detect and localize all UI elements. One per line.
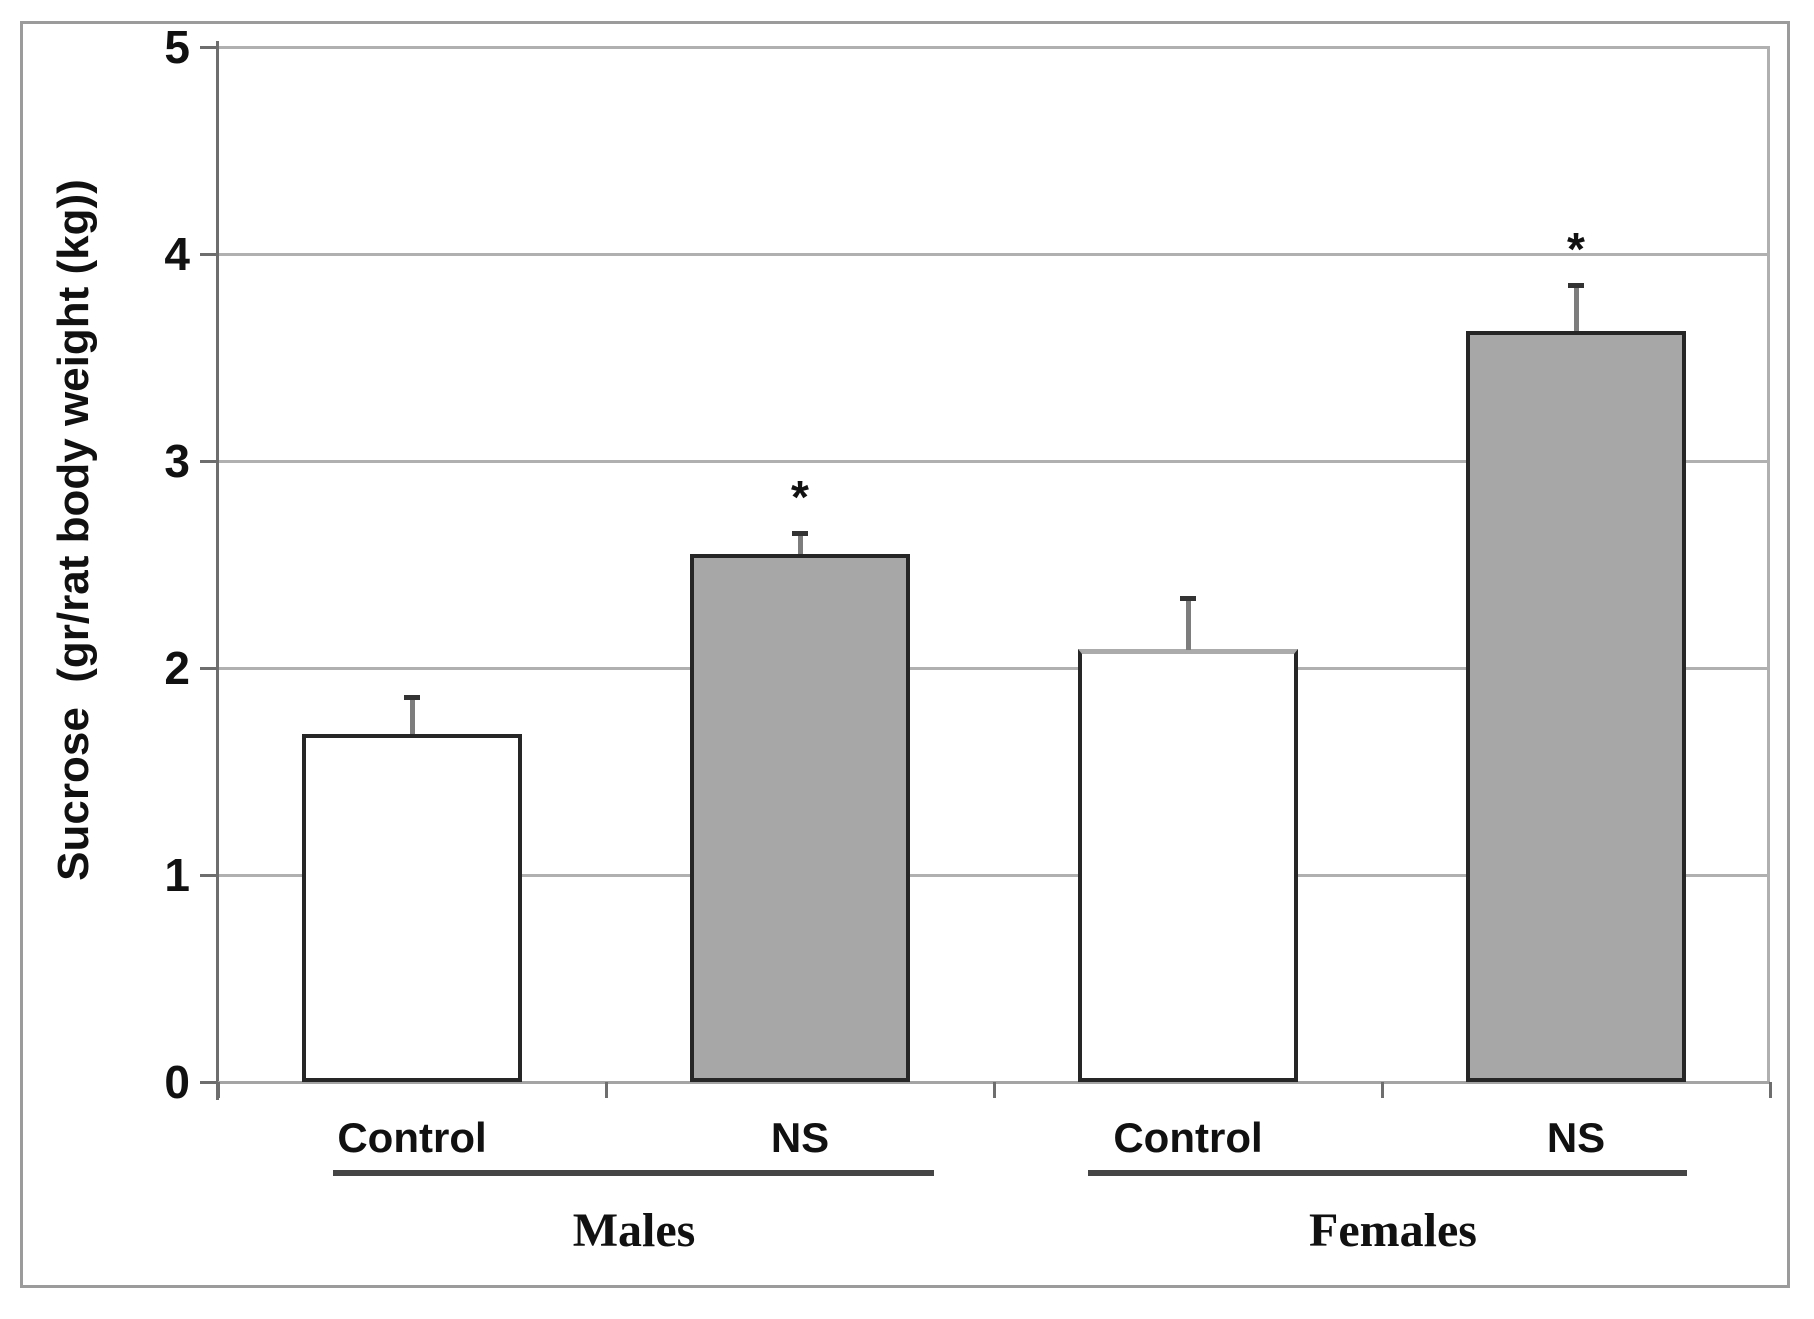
x-label-males-control: Control xyxy=(337,1114,487,1161)
y-tick-2 xyxy=(200,667,216,670)
males-group-label: Males xyxy=(572,1204,696,1257)
y-tick-label-3: 3 xyxy=(164,435,190,487)
y-tick-0 xyxy=(200,1081,216,1084)
error-bar-stem-males-control xyxy=(410,697,415,734)
plot-right-edge xyxy=(1767,47,1770,1082)
x-tick-1 xyxy=(605,1082,608,1098)
x-label-females-ns: NS xyxy=(1546,1114,1606,1161)
y-tick-label-2: 2 xyxy=(164,642,190,694)
females-group-label: Females xyxy=(1309,1204,1477,1257)
error-bar-stem-females-control xyxy=(1186,598,1191,650)
females-underline xyxy=(1088,1170,1687,1176)
bar-females-control xyxy=(1078,649,1298,1082)
gridline-3 xyxy=(218,460,1770,463)
gridline-4 xyxy=(218,253,1770,256)
y-tick-3 xyxy=(200,460,216,463)
error-bar-cap-males-ns xyxy=(792,531,808,536)
significance-asterisk-females-ns: * xyxy=(1567,223,1585,275)
y-tick-4 xyxy=(200,253,216,256)
males-underline xyxy=(333,1170,934,1176)
y-axis-title: Sucrose (gr/rat body weight (kg)) xyxy=(49,179,98,881)
y-tick-5 xyxy=(200,46,216,49)
x-tick-4 xyxy=(1769,1082,1772,1098)
y-axis-line xyxy=(216,41,219,1100)
error-bar-cap-males-control xyxy=(404,695,420,700)
x-label-males-ns: NS xyxy=(770,1114,830,1161)
y-tick-label-5: 5 xyxy=(164,21,190,73)
x-tick-2 xyxy=(993,1082,996,1098)
error-bar-stem-females-ns xyxy=(1574,285,1579,331)
x-label-females-control: Control xyxy=(1113,1114,1263,1161)
error-bar-stem-males-ns xyxy=(798,533,803,554)
bar-males-control xyxy=(302,734,522,1082)
x-tick-0 xyxy=(217,1082,220,1098)
gridline-1 xyxy=(218,874,1770,877)
bar-males-ns xyxy=(690,554,910,1082)
y-tick-label-0: 0 xyxy=(164,1056,190,1108)
bar-females-ns xyxy=(1466,331,1686,1082)
y-tick-label-1: 1 xyxy=(164,849,190,901)
gridline-2 xyxy=(218,667,1770,670)
significance-asterisk-males-ns: * xyxy=(791,471,809,523)
gridline-5 xyxy=(218,46,1770,49)
x-tick-3 xyxy=(1381,1082,1384,1098)
y-tick-1 xyxy=(200,874,216,877)
error-bar-cap-females-control xyxy=(1180,596,1196,601)
error-bar-cap-females-ns xyxy=(1568,283,1584,288)
y-tick-label-4: 4 xyxy=(164,228,190,280)
figure-border xyxy=(20,21,1790,1288)
